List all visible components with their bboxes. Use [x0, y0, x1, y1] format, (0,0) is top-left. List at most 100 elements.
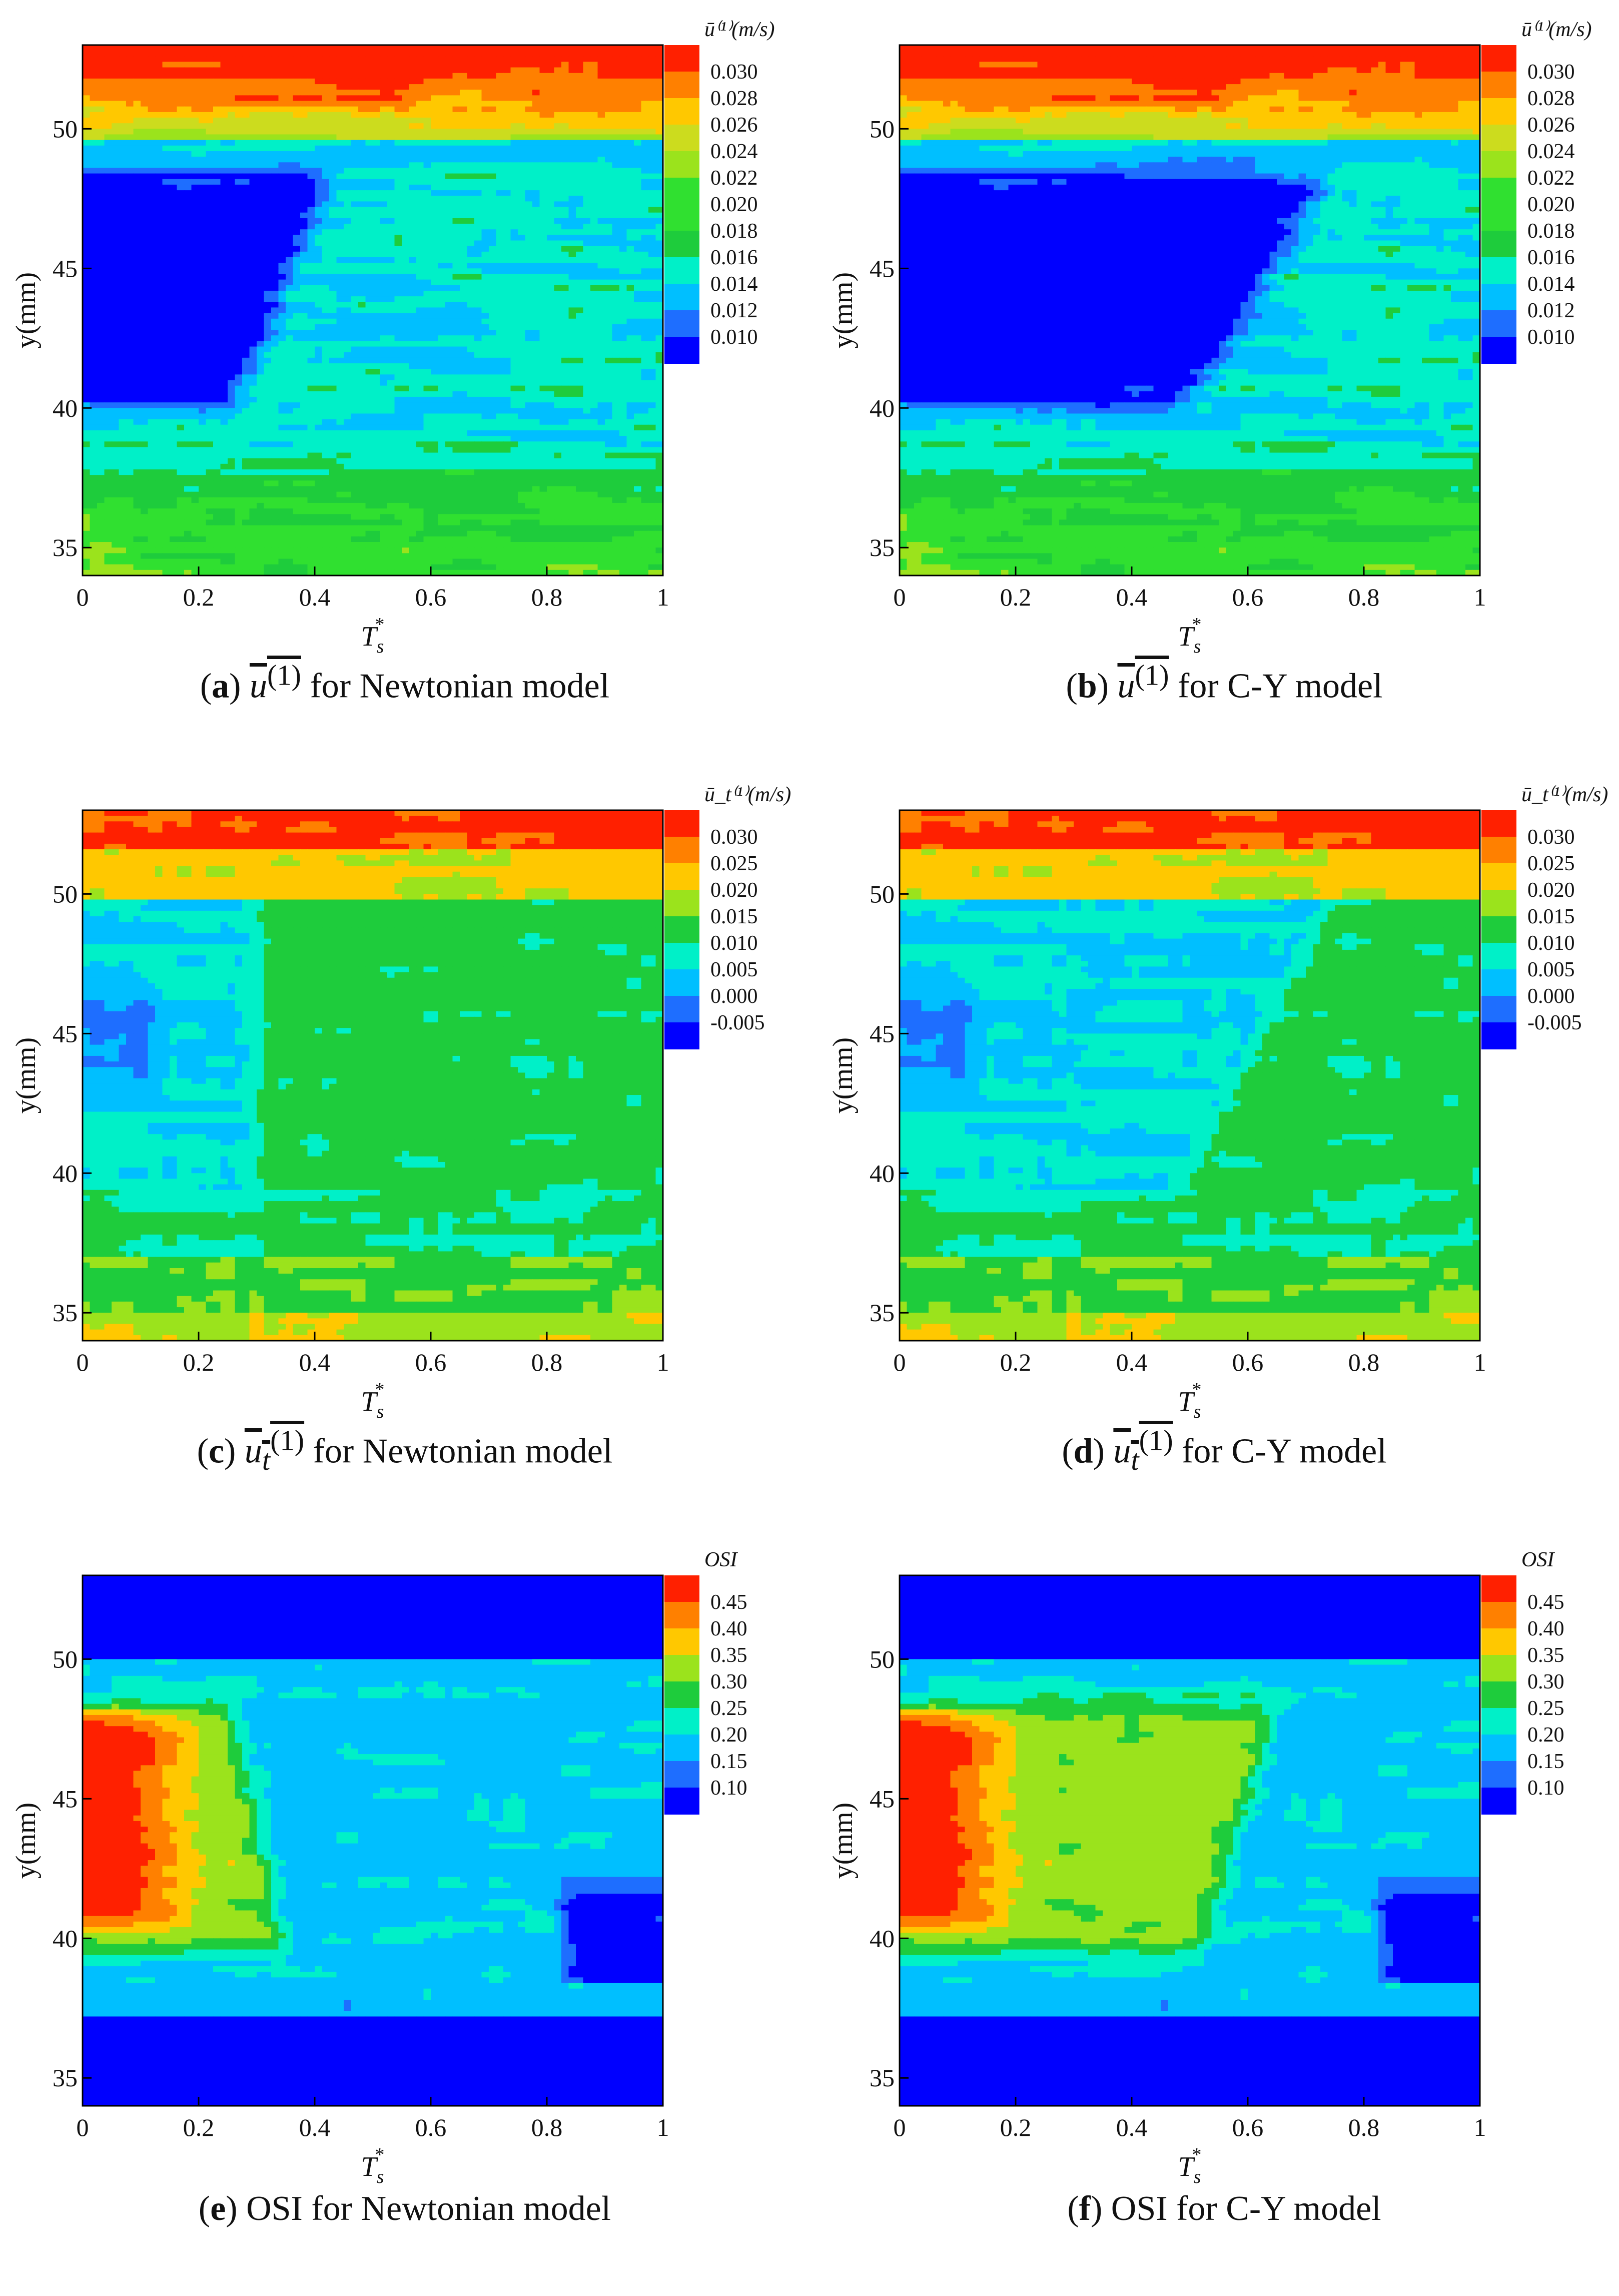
- heatmap-cell: [655, 45, 663, 51]
- heatmap-cell: [278, 313, 286, 319]
- heatmap-cell: [445, 369, 453, 375]
- heatmap-cell: [170, 78, 178, 85]
- heatmap-cell: [561, 207, 569, 213]
- heatmap-cell: [300, 173, 308, 180]
- heatmap-cell: [612, 240, 620, 247]
- heatmap-cell: [344, 279, 352, 286]
- heatmap-cell: [481, 201, 489, 208]
- heatmap-cell: [518, 318, 526, 325]
- heatmap-cell: [619, 279, 627, 286]
- heatmap-cell: [445, 106, 453, 113]
- heatmap-cell: [242, 290, 250, 297]
- heatmap-cell: [655, 318, 663, 325]
- heatmap-cell: [344, 352, 352, 358]
- heatmap-cell: [170, 307, 178, 314]
- heatmap-cell: [416, 229, 424, 235]
- heatmap-cell: [561, 235, 569, 241]
- heatmap-cell: [322, 346, 330, 353]
- heatmap-cell: [634, 134, 642, 141]
- heatmap-cell: [380, 363, 388, 369]
- heatmap-cell: [438, 274, 446, 280]
- heatmap-cell: [104, 302, 112, 308]
- heatmap-cell: [590, 218, 598, 224]
- heatmap-cell: [177, 330, 185, 336]
- heatmap-cell: [162, 168, 170, 174]
- heatmap-cell: [278, 123, 286, 129]
- heatmap-cell: [358, 134, 366, 141]
- heatmap-cell: [612, 118, 620, 124]
- heatmap-cell: [380, 313, 388, 319]
- heatmap-cell: [380, 380, 388, 386]
- heatmap-cell: [112, 346, 120, 353]
- heatmap-cell: [177, 78, 185, 85]
- heatmap-cell: [496, 184, 504, 191]
- heatmap-cell: [213, 313, 221, 319]
- heatmap-cell: [97, 129, 105, 135]
- heatmap-cell: [322, 246, 330, 252]
- heatmap-cell: [148, 263, 156, 269]
- heatmap-cell: [387, 268, 395, 275]
- heatmap-cell: [373, 190, 381, 196]
- heatmap-cell: [612, 190, 620, 196]
- heatmap-cell: [83, 257, 91, 263]
- heatmap-cell: [191, 346, 199, 353]
- heatmap-cell: [104, 263, 112, 269]
- heatmap-cell: [460, 179, 468, 185]
- heatmap-cell: [249, 251, 257, 258]
- heatmap-cell: [583, 341, 591, 347]
- heatmap-cell: [365, 380, 373, 386]
- heatmap-cell: [474, 129, 482, 135]
- heatmap-cell: [307, 101, 315, 107]
- heatmap-cell: [416, 112, 424, 118]
- heatmap-cell: [452, 106, 460, 113]
- heatmap-cell: [612, 324, 620, 330]
- heatmap-cell: [206, 369, 214, 375]
- heatmap-cell: [539, 330, 547, 336]
- heatmap-cell: [300, 290, 308, 297]
- heatmap-cell: [496, 78, 504, 85]
- heatmap-cell: [97, 346, 105, 353]
- heatmap-cell: [445, 279, 453, 286]
- heatmap-cell: [112, 324, 120, 330]
- heatmap-cell: [307, 73, 315, 79]
- heatmap-cell: [510, 134, 518, 141]
- heatmap-cell: [300, 145, 308, 152]
- heatmap-cell: [583, 179, 591, 185]
- heatmap-cell: [336, 385, 344, 392]
- heatmap-cell: [264, 324, 272, 330]
- heatmap-cell: [336, 285, 344, 291]
- heatmap-cell: [199, 330, 207, 336]
- heatmap-cell: [496, 106, 504, 113]
- heatmap-cell: [373, 330, 381, 336]
- heatmap-cell: [365, 268, 373, 275]
- heatmap-cell: [481, 95, 489, 102]
- heatmap-cell: [510, 218, 518, 224]
- heatmap-cell: [510, 173, 518, 180]
- heatmap-cell: [242, 123, 250, 129]
- heatmap-cell: [358, 330, 366, 336]
- heatmap-cell: [641, 352, 649, 358]
- heatmap-cell: [568, 201, 576, 208]
- heatmap-cell: [315, 385, 323, 392]
- heatmap-cell: [97, 140, 105, 146]
- heatmap-cell: [387, 45, 395, 51]
- heatmap-cell: [213, 45, 221, 51]
- heatmap-cell: [206, 212, 214, 219]
- heatmap-cell: [199, 179, 207, 185]
- heatmap-cell: [380, 257, 388, 263]
- heatmap-cell: [503, 240, 511, 247]
- heatmap-cell: [373, 285, 381, 291]
- heatmap-cell: [322, 51, 330, 57]
- heatmap-cell: [554, 313, 562, 319]
- heatmap-cell: [170, 67, 178, 74]
- heatmap-cell: [409, 352, 417, 358]
- heatmap-cell: [271, 268, 279, 275]
- heatmap-cell: [532, 101, 540, 107]
- heatmap-cell: [532, 179, 540, 185]
- heatmap-cell: [307, 302, 315, 308]
- heatmap-cell: [162, 67, 170, 74]
- heatmap-cell: [481, 73, 489, 79]
- heatmap-cell: [286, 73, 294, 79]
- heatmap-cell: [336, 106, 344, 113]
- heatmap-cell: [148, 274, 156, 280]
